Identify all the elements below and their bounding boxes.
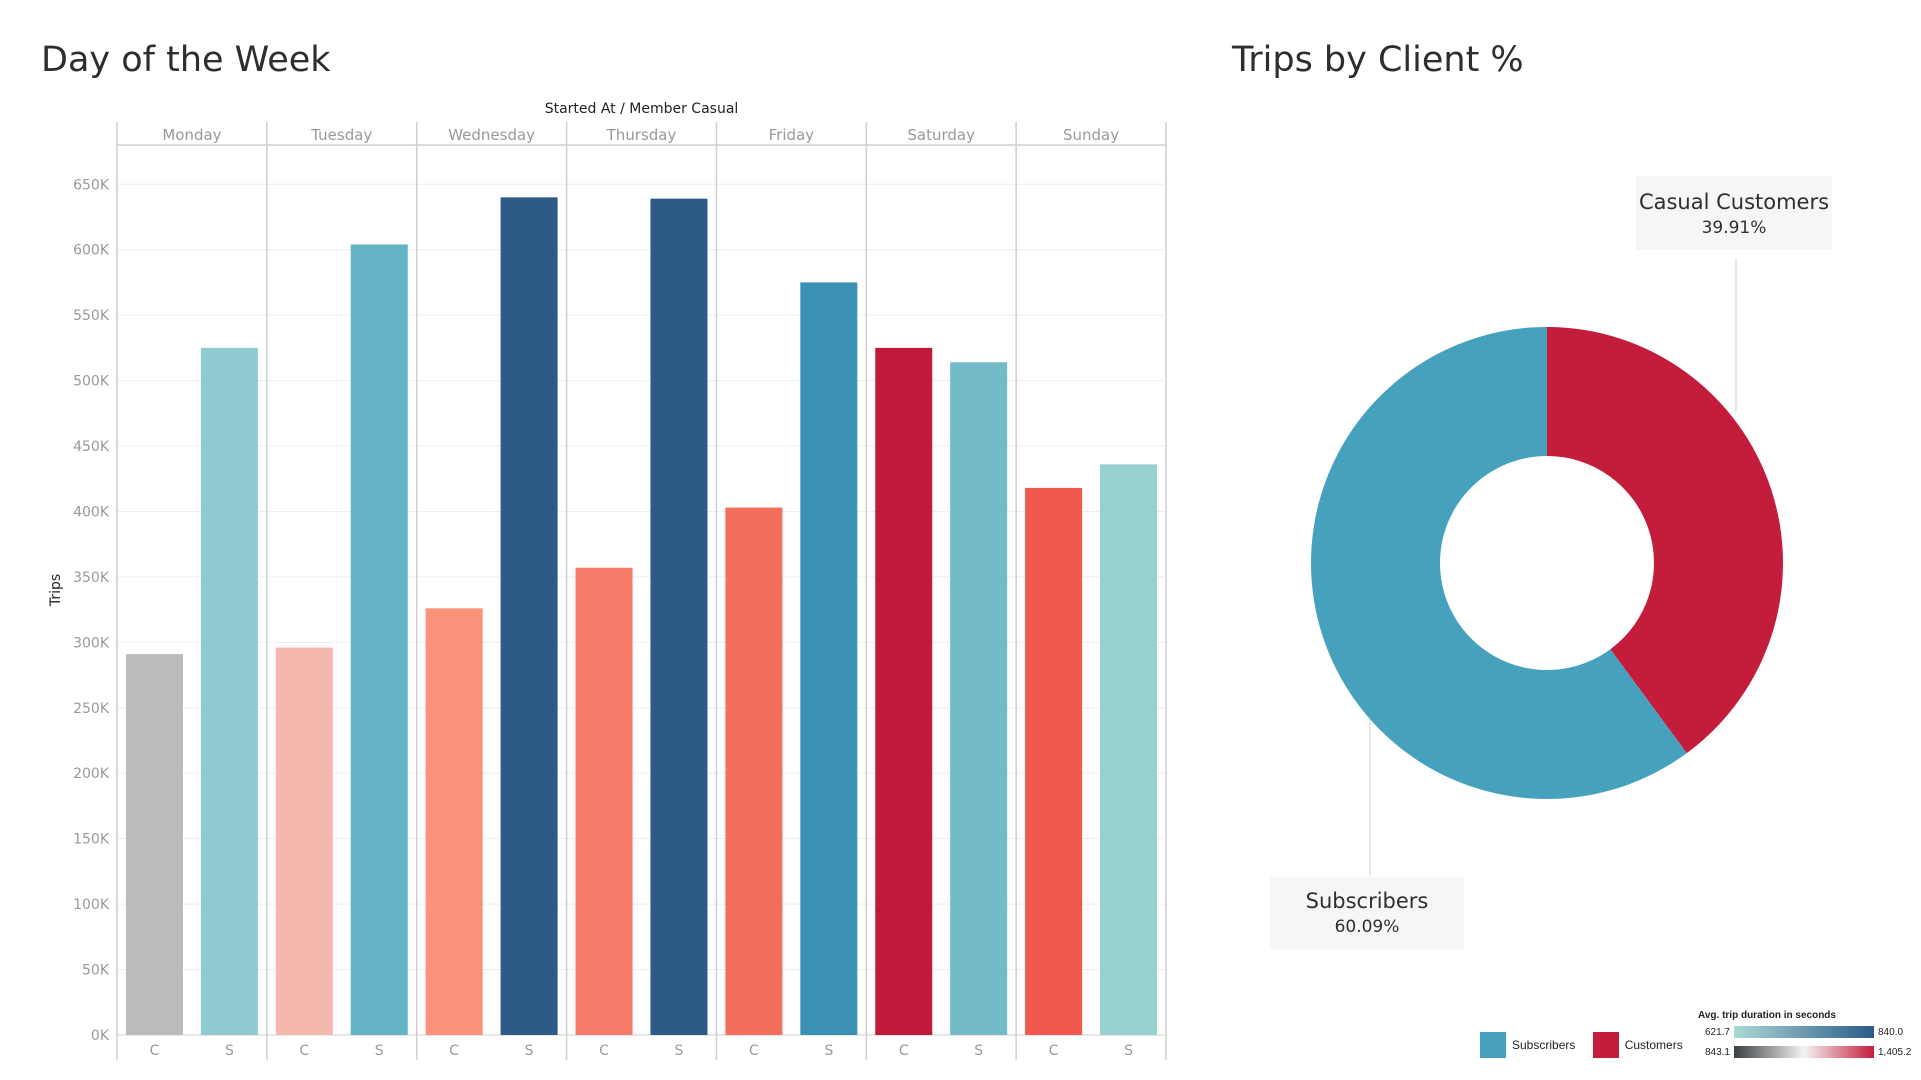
subscribers-callout: Subscribers 60.09% <box>1270 877 1464 949</box>
subscribers-label: Subscribers <box>1305 889 1429 913</box>
bar <box>950 362 1008 1035</box>
y-tick-label: 650K <box>73 177 110 193</box>
y-tick-label: 350K <box>73 570 110 586</box>
y-tick-label: 450K <box>73 439 110 455</box>
y-tick-label: 150K <box>73 832 110 848</box>
gradient-legend-title: Avg. trip duration in seconds <box>1698 1010 1836 1021</box>
donut-slice <box>1311 327 1687 800</box>
bar <box>125 654 183 1035</box>
x-tick-label: C <box>449 1043 459 1059</box>
gradient-row-customers: 843.1 1,405.2 <box>1696 1044 1911 1060</box>
bar <box>1100 464 1158 1036</box>
gradient-min-2: 843.1 <box>1704 1046 1730 1058</box>
gradient-bar-1 <box>1734 1026 1874 1038</box>
day-label: Wednesday <box>448 126 535 144</box>
x-tick-label: S <box>675 1043 684 1059</box>
subscribers-pct: 60.09% <box>1334 917 1400 937</box>
y-tick-label: 400K <box>73 504 110 520</box>
y-tick-label: 200K <box>73 766 110 782</box>
donut-chart <box>1311 258 1784 876</box>
y-tick-label: 550K <box>73 308 110 324</box>
x-tick-label: S <box>1124 1043 1133 1059</box>
x-tick-label: C <box>749 1043 759 1059</box>
gradient-max-1: 840.0 <box>1878 1026 1904 1038</box>
y-tick-label: 500K <box>73 374 110 390</box>
bar <box>350 244 408 1035</box>
bar <box>1025 487 1083 1036</box>
legend-item-customers: Customers <box>1592 1032 1683 1058</box>
gradient-bar-2 <box>1734 1046 1874 1058</box>
color-legend: Subscribers Customers <box>1480 1032 1697 1061</box>
casual-customers-callout: Casual Customers 39.91% <box>1636 176 1832 250</box>
day-label: Monday <box>162 126 221 144</box>
casual-customers-pct: 39.91% <box>1701 218 1767 238</box>
x-tick-label: C <box>1049 1043 1059 1059</box>
bar <box>800 282 858 1035</box>
gradient-min-1: 621.7 <box>1704 1026 1730 1038</box>
column-header: Started At / Member Casual <box>545 101 739 117</box>
x-tick-label: C <box>599 1043 609 1059</box>
bar <box>575 567 633 1035</box>
bar-chart-title: Day of the Week <box>41 40 331 80</box>
bar <box>200 347 258 1035</box>
x-tick-label: S <box>974 1043 983 1059</box>
bar <box>425 608 483 1035</box>
bar <box>500 197 558 1036</box>
x-tick-label: C <box>899 1043 909 1059</box>
gradient-max-2: 1,405.2 <box>1878 1046 1912 1058</box>
bar <box>275 647 333 1035</box>
day-label: Tuesday <box>310 126 372 144</box>
pie-chart-title: Trips by Client % <box>1232 40 1524 80</box>
y-tick-label: 250K <box>73 701 110 717</box>
bar <box>725 507 783 1035</box>
legend-swatch-customers <box>1592 1032 1619 1058</box>
legend-swatch-subscribers <box>1480 1032 1506 1058</box>
bar-chart: Started At / Member Casual 0K 50K 100K 150K 2… <box>48 101 1167 1060</box>
legend-item-subscribers: Subscribers <box>1480 1032 1575 1058</box>
y-tick-label: 50K <box>82 963 110 979</box>
y-tick-label: 100K <box>73 897 110 913</box>
donut-slice <box>1547 327 1784 754</box>
casual-customers-label: Casual Customers <box>1638 190 1830 214</box>
bar <box>875 347 933 1035</box>
y-tick-label: 300K <box>73 635 110 651</box>
y-tick-label: 0K <box>91 1028 110 1044</box>
day-label: Friday <box>769 126 815 144</box>
x-tick-label: S <box>225 1043 234 1059</box>
day-label: Sunday <box>1063 126 1119 144</box>
legend-label-customers: Customers <box>1624 1038 1683 1052</box>
x-tick-label: S <box>824 1043 833 1059</box>
x-tick-label: C <box>150 1043 160 1059</box>
day-label: Thursday <box>606 126 677 144</box>
day-label: Saturday <box>907 126 975 144</box>
x-tick-label: S <box>525 1043 534 1059</box>
x-tick-label: S <box>375 1043 384 1059</box>
y-axis-title: Trips <box>48 574 64 607</box>
x-tick-label: C <box>299 1043 309 1059</box>
legend-label-subscribers: Subscribers <box>1512 1038 1576 1052</box>
gradient-row-subscribers: 621.7 840.0 <box>1696 1024 1911 1040</box>
bar <box>650 198 708 1036</box>
gradient-legend: Avg. trip duration in seconds 621.7 840.… <box>1696 1010 1911 1060</box>
y-tick-label: 600K <box>73 243 110 259</box>
